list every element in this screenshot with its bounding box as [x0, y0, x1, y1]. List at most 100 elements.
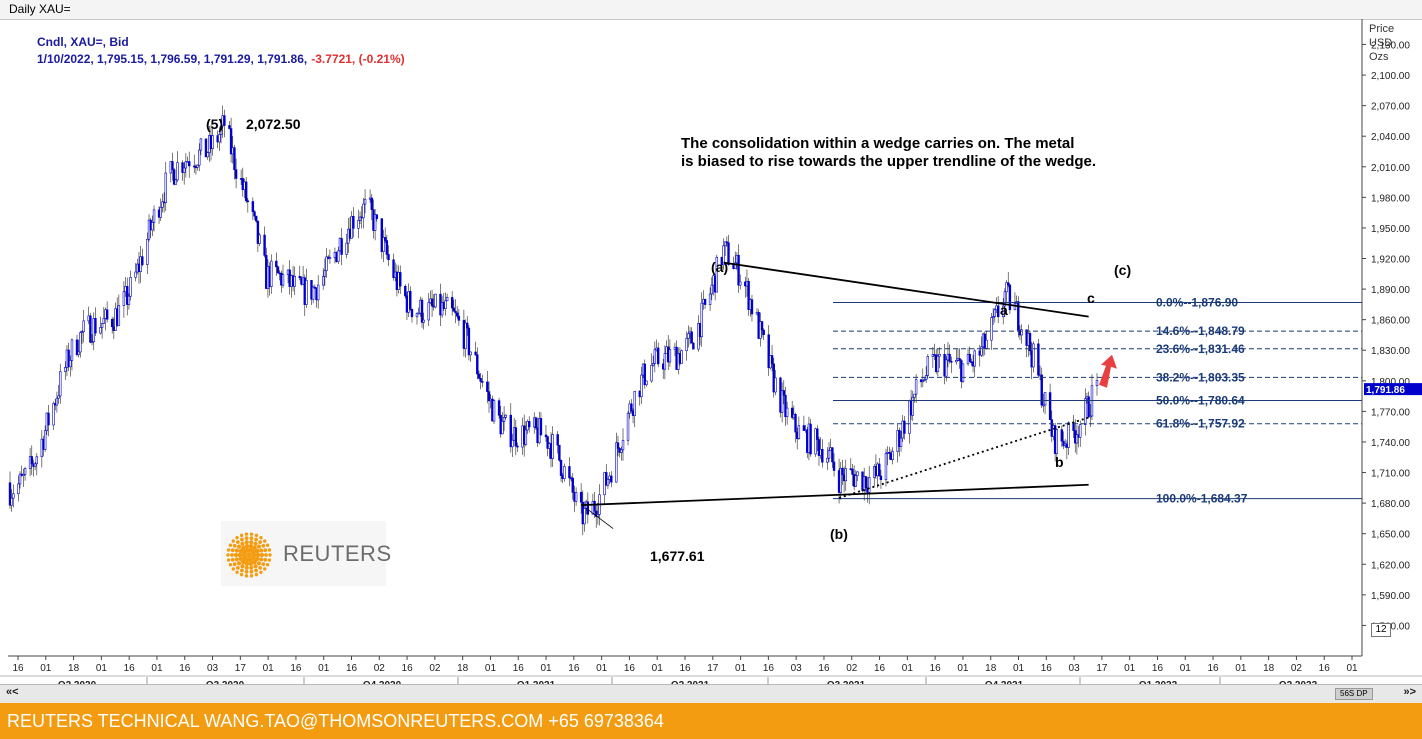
- wave-b-label: b: [1055, 454, 1064, 470]
- candle-body: [12, 493, 15, 499]
- x-tick-label: 18: [1263, 663, 1275, 674]
- candle-body: [293, 275, 296, 287]
- x-tick-label: 17: [707, 663, 719, 674]
- candle-body: [615, 442, 618, 483]
- y-tick-label: 1,890.00: [1371, 285, 1410, 296]
- candle-body: [64, 367, 67, 372]
- candle-body: [760, 321, 764, 331]
- candle-body: [47, 412, 50, 426]
- candle-body: [79, 332, 82, 353]
- logo-dot: [240, 537, 244, 542]
- x-tick-label: 17: [1096, 663, 1108, 674]
- annotation-line-1: The consolidation within a wedge carries…: [681, 135, 1074, 152]
- candle-body: [524, 429, 528, 445]
- price-chart[interactable]: 0.0%--1,876.90 14.6%--1,848.79 23.6%--1,83…: [0, 19, 1422, 684]
- candle-body: [888, 451, 891, 454]
- candle-body: [171, 161, 174, 170]
- quarter-label: Q2 2022: [1279, 680, 1318, 684]
- candle-body: [415, 313, 419, 318]
- fib-label: 23.6%--1,831.46: [1156, 342, 1245, 356]
- wave-5-label: (5): [206, 116, 223, 132]
- candle-body: [457, 315, 461, 321]
- fib-label: 38.2%--1,803.35: [1156, 370, 1245, 384]
- candle-body: [22, 474, 25, 476]
- candle-body: [358, 216, 362, 221]
- logo-dot: [254, 548, 260, 554]
- candle-body: [464, 322, 467, 349]
- candle-body: [55, 397, 59, 406]
- x-tick-label: 03: [791, 663, 803, 674]
- candle-body: [722, 245, 725, 266]
- candle-body: [246, 200, 250, 203]
- x-tick-label: 01: [263, 663, 275, 674]
- candle-body: [700, 302, 703, 338]
- scroll-thumb[interactable]: 56S DP: [1335, 688, 1373, 700]
- wedge-lower-trendline: [581, 483, 1089, 507]
- x-tick-label: 16: [402, 663, 414, 674]
- logo-dot: [255, 552, 261, 558]
- x-tick-label: 01: [151, 663, 163, 674]
- x-tick-label: 18: [68, 663, 80, 674]
- footer-text: REUTERS TECHNICAL WANG.TAO@THOMSONREUTER…: [7, 711, 664, 731]
- candle-body: [43, 430, 47, 450]
- x-tick-label: 01: [652, 663, 664, 674]
- candle-body: [129, 276, 132, 297]
- last-price-tag: [1364, 383, 1422, 396]
- reuters-logo-word: REUTERS: [283, 541, 392, 566]
- logo-dot: [254, 537, 258, 542]
- logo-dot: [253, 541, 258, 546]
- candle-body: [1055, 429, 1059, 454]
- quarter-label: Q1 2021: [517, 680, 556, 684]
- reuters-dots-icon: [226, 532, 272, 578]
- zoom-level-box[interactable]: 12: [1371, 623, 1391, 637]
- legend-ohlc: 1/10/2022, 1,795.15, 1,796.59, 1,791.29,…: [37, 52, 405, 66]
- candle-body: [450, 297, 454, 309]
- scroll-right-button[interactable]: »>: [1403, 686, 1416, 698]
- chart-scrollbar[interactable]: «< 56S DP »>: [0, 684, 1422, 703]
- scroll-left-button[interactable]: «<: [6, 686, 19, 698]
- candle-body: [913, 393, 916, 398]
- candle-body: [35, 456, 38, 465]
- logo-dot: [239, 533, 244, 538]
- candle-body: [1084, 398, 1087, 425]
- fib-label: 50.0%--1,780.64: [1156, 394, 1245, 408]
- logo-dot: [244, 561, 250, 567]
- candle-body: [559, 459, 563, 476]
- logo-dot: [235, 565, 240, 570]
- logo-dot: [233, 552, 239, 558]
- candle-body: [605, 472, 608, 486]
- candle-body: [70, 339, 74, 361]
- y-tick-label: 1,710.00: [1371, 469, 1410, 480]
- candle-body: [188, 161, 191, 167]
- logo-dot: [226, 553, 230, 557]
- logo-dot: [261, 562, 266, 567]
- candle-body: [345, 242, 348, 255]
- logo-dot: [252, 545, 257, 551]
- candle-body: [382, 237, 385, 252]
- legend-ohlc-values: 1/10/2022, 1,795.15, 1,796.59, 1,791.29,…: [37, 52, 307, 66]
- candle-body: [832, 461, 836, 471]
- window-title-bar: Daily XAU=: [0, 0, 1422, 20]
- candle-body: [802, 425, 806, 431]
- logo-dot: [249, 574, 254, 578]
- candle-body: [653, 349, 657, 364]
- candle-body: [362, 203, 365, 219]
- candle-body: [556, 434, 559, 446]
- logo-dot: [248, 543, 254, 549]
- candle-body: [593, 500, 596, 512]
- candle-body: [1062, 440, 1065, 447]
- candle-body: [313, 286, 317, 289]
- candle-body: [182, 167, 186, 173]
- y-tick-label: 1,980.00: [1371, 193, 1410, 204]
- candle-body: [8, 482, 12, 506]
- wave-c-label: c: [1087, 290, 1095, 306]
- candle-body: [1007, 282, 1010, 286]
- candle-body: [790, 407, 794, 418]
- logo-dot: [244, 569, 249, 574]
- candle-body: [10, 497, 13, 506]
- candle-body: [770, 355, 774, 365]
- logo-dot: [259, 552, 265, 558]
- logo-dot: [240, 564, 245, 569]
- candle-body: [410, 309, 414, 318]
- candle-body: [980, 346, 983, 356]
